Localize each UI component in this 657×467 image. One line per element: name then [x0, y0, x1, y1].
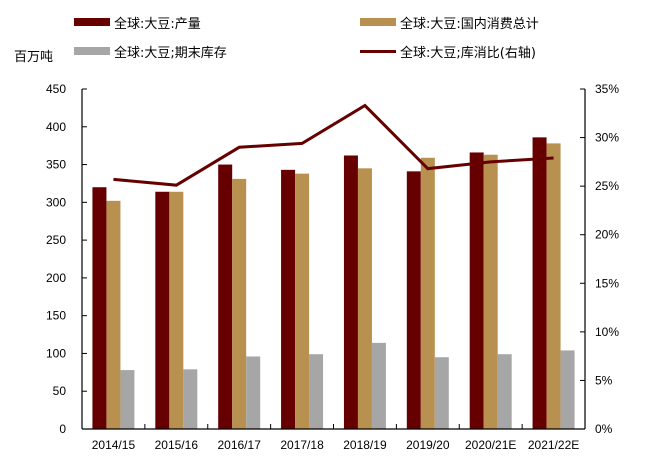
- bar-stocks: [434, 357, 449, 429]
- left-tick-label: 350: [46, 158, 66, 172]
- x-category-label: 2016/17: [217, 438, 261, 452]
- bar-stocks: [183, 369, 198, 429]
- legend-swatch-production: [74, 18, 110, 26]
- x-category-label: 2015/16: [155, 438, 199, 452]
- bar-consumption: [483, 154, 498, 429]
- left-tick-label: 300: [46, 195, 66, 209]
- bar-consumption: [420, 157, 435, 429]
- bar-stocks: [560, 350, 575, 429]
- legend-swatch-stocks: [74, 47, 110, 55]
- bar-consumption: [546, 143, 561, 429]
- legend-label-ratio: 全球:大豆;库消比(右轴): [400, 45, 536, 61]
- ratio-line: [113, 103, 554, 187]
- bar-production: [532, 137, 547, 429]
- x-category-label: 2020/21E: [465, 438, 516, 452]
- legend-consumption: 全球:大豆:国内消费总计: [360, 13, 539, 32]
- left-tick-label: 200: [46, 271, 66, 285]
- bar-consumption: [106, 200, 121, 429]
- right-tick-label: 30%: [595, 131, 619, 145]
- legend-label-consumption: 全球:大豆:国内消费总计: [400, 16, 539, 32]
- left-tick-label: 50: [53, 384, 67, 398]
- x-category-label: 2014/15: [92, 438, 136, 452]
- right-tick-label: 0%: [595, 422, 613, 436]
- legend-label-stocks: 全球:大豆;期末库存: [114, 45, 227, 61]
- left-tick-label: 150: [46, 309, 66, 323]
- x-category-label: 2018/19: [343, 438, 387, 452]
- bar-stocks: [246, 356, 261, 429]
- x-category-label: 2017/18: [280, 438, 324, 452]
- right-tick-label: 5%: [595, 373, 613, 387]
- right-tick-label: 35%: [595, 82, 619, 96]
- bar-consumption: [295, 173, 310, 429]
- bar-production: [218, 164, 233, 430]
- x-category-label: 2019/20: [406, 438, 450, 452]
- bar-consumption: [357, 168, 372, 430]
- bar-stocks: [309, 354, 324, 429]
- legend-ratio: 全球:大豆;库消比(右轴): [360, 42, 536, 61]
- left-tick-label: 0: [59, 422, 66, 436]
- bar-production: [469, 152, 484, 429]
- bar-stocks: [497, 354, 512, 429]
- bar-production: [343, 155, 358, 429]
- bar-consumption: [169, 191, 184, 429]
- bar-production: [92, 187, 107, 429]
- bar-stocks: [371, 342, 386, 429]
- legend-swatch-consumption: [360, 18, 396, 26]
- right-tick-label: 15%: [595, 276, 619, 290]
- x-category-label: 2021/22E: [528, 438, 579, 452]
- right-tick-label: 20%: [595, 228, 619, 242]
- legend-production: 全球:大豆:产量: [74, 13, 201, 32]
- right-tick-label: 10%: [595, 325, 619, 339]
- left-tick-label: 450: [46, 82, 66, 96]
- bar-stocks: [120, 370, 135, 429]
- legend-stocks: 全球:大豆;期末库存: [74, 42, 227, 61]
- right-tick-label: 25%: [595, 179, 619, 193]
- legend-line-ratio: [360, 49, 396, 53]
- left-tick-label: 100: [46, 346, 66, 360]
- left-tick-label: 400: [46, 120, 66, 134]
- bar-consumption: [232, 178, 247, 429]
- bar-production: [406, 171, 421, 429]
- y-axis-unit-label: 百万吨: [14, 50, 54, 65]
- left-tick-label: 250: [46, 233, 66, 247]
- bar-production: [155, 191, 170, 429]
- legend-label-production: 全球:大豆:产量: [114, 16, 201, 32]
- bar-production: [281, 169, 296, 429]
